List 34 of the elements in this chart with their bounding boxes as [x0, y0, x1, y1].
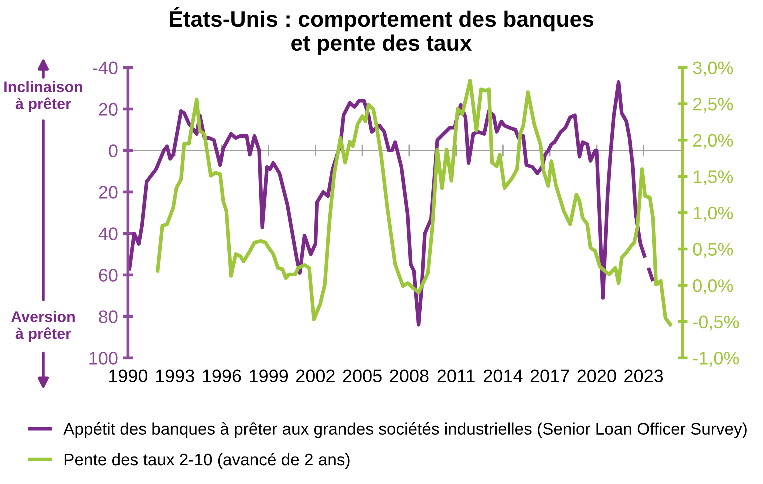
legend-label: Pente des taux 2-10 (avancé de 2 ans) [64, 453, 350, 469]
x-tick-label: 2005 [343, 370, 382, 383]
y2-tick-label: 1,5% [694, 170, 734, 186]
y-tick-label: 0 [109, 144, 118, 158]
x-tick-label: 1990 [109, 370, 148, 383]
x-tick-label: 2008 [390, 370, 429, 383]
text: Inclinaison à prêter [4, 81, 82, 112]
x-tick-label: 2014 [484, 370, 523, 383]
y2-tick-label: 2,5% [694, 98, 734, 113]
chart-title: États-Unis : comportement des banques et pente des taux [170, 7, 594, 56]
x-tick-label: 1993 [156, 370, 194, 383]
y-tick-label: 20 [99, 103, 118, 116]
x-tick-label: 2011 [438, 370, 475, 383]
x-tick-label: 2017 [530, 370, 570, 383]
x-tick-label: 2023 [624, 370, 664, 383]
x-tick-label: 2002 [296, 370, 335, 383]
y-tick-label: 80 [99, 310, 118, 324]
y-tick-label: 40 [98, 228, 118, 240]
y2-tick-label: -1,0% [693, 352, 740, 368]
y2-tick-label: 3,0% [693, 62, 734, 77]
y2-tick-label: -0,5% [693, 316, 740, 331]
y2-tick-label: 0,5% [693, 243, 734, 258]
y-tick-label: 100 [90, 352, 118, 365]
x-tick-label: 1996 [203, 370, 242, 383]
y-tick-label: 20 [99, 186, 118, 199]
text: Aversion à prêter [11, 311, 75, 342]
y-tick-label: 60 [99, 269, 118, 282]
y2-tick-label: 2,0% [694, 134, 734, 150]
y-tick-label: -40 [93, 62, 118, 74]
y2-tick-label: 1,0% [694, 206, 734, 222]
legend-label: Appétit des banques à prêter aux grandes sociétés industrielles (Senior Loan Officer Survey) [64, 422, 747, 438]
x-tick-label: 2020 [578, 370, 616, 383]
y2-tick-label: 0,0% [693, 279, 734, 294]
x-tick-label: 1999 [250, 370, 288, 383]
